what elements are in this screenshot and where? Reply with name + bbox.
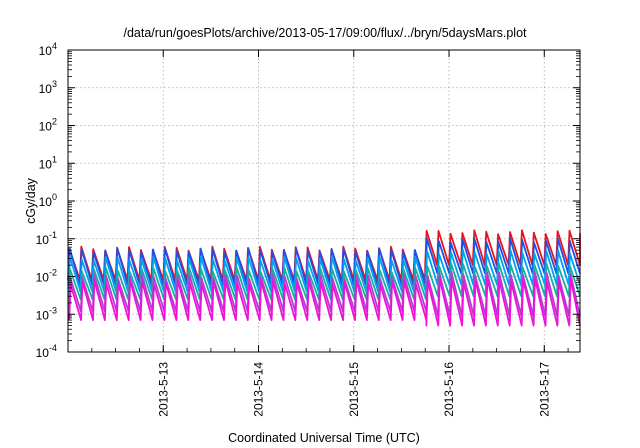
y-tick-label: 102 xyxy=(39,117,57,134)
y-tick-label: 104 xyxy=(39,41,57,58)
x-tick-label: 2013-5-13 xyxy=(156,362,170,417)
x-tick-label: 2013-5-15 xyxy=(347,362,361,417)
y-tick-label: 10-4 xyxy=(36,343,57,360)
x-tick-label: 2013-5-14 xyxy=(252,362,266,417)
y-tick-label: 100 xyxy=(39,192,57,209)
y-tick-label: 101 xyxy=(39,154,57,171)
grid xyxy=(68,50,580,352)
x-axis-label: Coordinated Universal Time (UTC) xyxy=(228,431,420,445)
x-tick-label: 2013-5-17 xyxy=(537,362,551,417)
y-tick-label: 103 xyxy=(39,79,57,96)
series-line-6 xyxy=(68,277,581,327)
chart-title: /data/run/goesPlots/archive/2013-05-17/0… xyxy=(123,26,527,40)
y-axis: 10-4 10-3 10-2 10-1 100 101 102 103 104 xyxy=(36,41,580,360)
y-tick-label: 10-2 xyxy=(36,268,57,285)
series-group xyxy=(67,229,581,327)
y-tick-label: 10-3 xyxy=(36,305,57,322)
x-tick-label: 2013-5-16 xyxy=(442,362,456,417)
y-axis-label: cGy/day xyxy=(24,177,38,224)
x-axis: 2013-5-13 2013-5-14 2013-5-15 2013-5-16 2013… xyxy=(67,50,569,417)
y-tick-label: 10-1 xyxy=(36,230,57,247)
